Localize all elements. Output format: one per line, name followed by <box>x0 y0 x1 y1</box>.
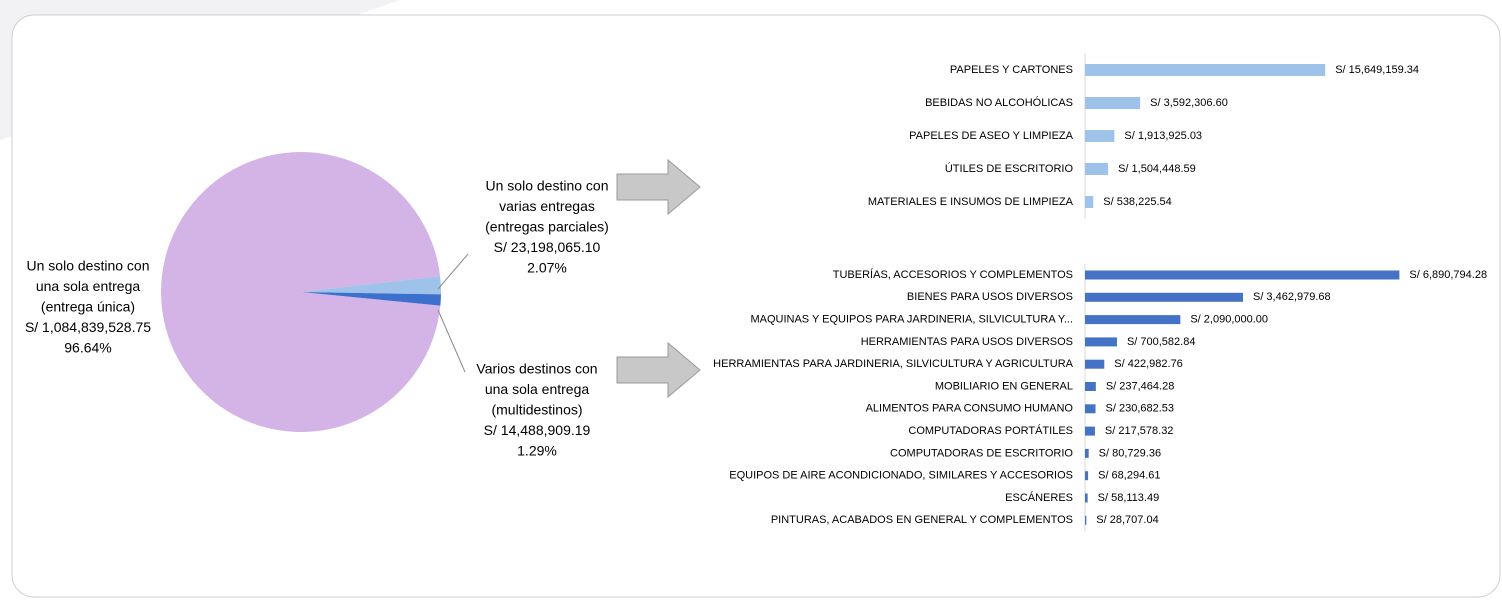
leader-line <box>437 309 466 373</box>
value-label: S/ 237,464.28 <box>1106 380 1175 392</box>
bar <box>1085 493 1088 503</box>
pie-label: (entregas parciales) <box>485 219 609 235</box>
value-label: S/ 3,462,979.68 <box>1253 291 1331 303</box>
category-label: PINTURAS, ACABADOS EN GENERAL Y COMPLEME… <box>771 514 1073 526</box>
leader-line <box>437 253 469 290</box>
pie-label: Un solo destino con <box>27 258 150 274</box>
bar <box>1085 270 1400 280</box>
category-label: PAPELES DE ASEO Y LIMPIEZA <box>909 130 1074 142</box>
bar <box>1085 130 1115 142</box>
category-label: EQUIPOS DE AIRE ACONDICIONADO, SIMILARES… <box>729 470 1073 482</box>
value-label: S/ 80,729.36 <box>1099 447 1161 459</box>
value-label: S/ 6,890,794.28 <box>1409 269 1487 281</box>
bar <box>1085 292 1243 302</box>
category-label: ALIMENTOS PARA CONSUMO HUMANO <box>866 403 1074 415</box>
bar <box>1085 97 1141 109</box>
category-label: HERRAMIENTAS PARA JARDINERIA, SILVICULTU… <box>713 358 1073 370</box>
bar <box>1085 382 1096 391</box>
pie-slice <box>301 292 441 306</box>
value-label: S/ 58,113.49 <box>1098 492 1160 504</box>
value-label: S/ 68,294.61 <box>1098 470 1160 482</box>
category-label: MATERIALES E INSUMOS DE LIMPIEZA <box>868 196 1074 208</box>
category-label: COMPUTADORAS DE ESCRITORIO <box>890 447 1073 459</box>
category-label: HERRAMIENTAS PARA USOS DIVERSOS <box>861 336 1073 348</box>
bar <box>1085 426 1095 436</box>
pie-amount-label: S/ 1,084,839,528.75 <box>25 319 151 335</box>
bar <box>1085 471 1089 481</box>
value-label: S/ 217,578.32 <box>1105 425 1174 437</box>
category-label: BIENES PARA USOS DIVERSOS <box>907 291 1073 303</box>
pie-percent-label: 1.29% <box>517 443 557 459</box>
value-label: S/ 1,504,448.59 <box>1118 163 1196 175</box>
pie-amount-label: S/ 14,488,909.19 <box>484 422 591 438</box>
category-label: PAPELES Y CARTONES <box>950 64 1073 76</box>
pie-label: una sola entrega <box>485 381 590 397</box>
arrow <box>616 158 701 216</box>
bar <box>1085 359 1105 369</box>
value-label: S/ 422,982.76 <box>1114 358 1183 370</box>
value-label: S/ 15,649,159.34 <box>1335 64 1419 76</box>
value-label: S/ 1,913,925.03 <box>1124 130 1202 142</box>
value-label: S/ 3,592,306.60 <box>1150 97 1228 109</box>
category-label: COMPUTADORAS PORTÁTILES <box>908 424 1073 437</box>
pie-label: (entrega única) <box>41 299 135 315</box>
bar <box>1085 64 1326 76</box>
value-label: S/ 230,682.53 <box>1106 403 1175 415</box>
category-label: ESCÁNERES <box>1005 491 1073 504</box>
pie-slice <box>160 152 441 433</box>
pie-label: varias entregas <box>499 198 595 214</box>
pie-slice <box>301 276 442 295</box>
pie-label: Varios destinos con <box>476 361 597 377</box>
pie-amount-label: S/ 23,198,065.10 <box>494 239 601 255</box>
card <box>11 14 1501 598</box>
value-label: S/ 538,225.54 <box>1103 196 1172 208</box>
pie-percent-label: 96.64% <box>64 340 111 356</box>
category-label: MOBILIARIO EN GENERAL <box>935 380 1073 392</box>
value-label: S/ 2,090,000.00 <box>1190 314 1268 326</box>
category-label: TUBERÍAS, ACCESORIOS Y COMPLEMENTOS <box>833 268 1073 281</box>
category-label: MAQUINAS Y EQUIPOS PARA JARDINERIA, SILV… <box>750 314 1073 326</box>
pie-label: (multidestinos) <box>491 402 582 418</box>
bar <box>1085 448 1089 458</box>
bar <box>1085 515 1087 525</box>
bar <box>1085 337 1117 347</box>
pie-percent-label: 2.07% <box>527 260 567 276</box>
value-label: S/ 28,707.04 <box>1096 514 1158 526</box>
bar <box>1085 315 1181 325</box>
pie-label: Un solo destino con <box>486 178 609 194</box>
category-label: ÚTILES DE ESCRITORIO <box>945 162 1074 175</box>
bar <box>1085 196 1094 208</box>
bar <box>1085 404 1096 414</box>
bar <box>1085 163 1109 175</box>
pie-label: una sola entrega <box>36 278 141 294</box>
arrow <box>616 341 701 399</box>
category-label: BEBIDAS NO ALCOHÓLICAS <box>925 96 1073 109</box>
value-label: S/ 700,582.84 <box>1127 336 1196 348</box>
